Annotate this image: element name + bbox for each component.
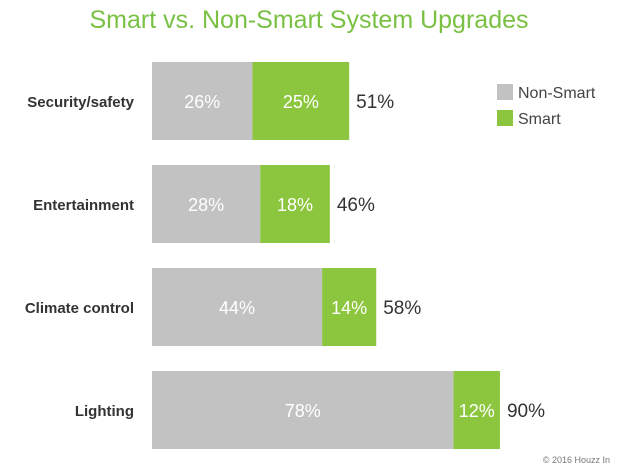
legend-label: Non-Smart — [518, 85, 596, 102]
data-label: 14% — [331, 298, 367, 318]
bar-non-smart — [152, 371, 454, 449]
data-label: 25% — [283, 92, 319, 112]
bar-non-smart — [152, 165, 261, 243]
total-label: 46% — [337, 195, 375, 216]
data-label: 12% — [459, 401, 495, 421]
bar-smart — [252, 62, 350, 140]
chart-title: Smart vs. Non-Smart System Upgrades — [89, 6, 529, 34]
total-label: 51% — [356, 92, 394, 113]
data-label: 26% — [184, 92, 220, 112]
bar-non-smart — [152, 62, 253, 140]
category-label: Entertainment — [33, 197, 134, 214]
data-label: 28% — [188, 195, 224, 215]
bar-smart — [322, 268, 377, 346]
bar-smart — [453, 371, 500, 449]
data-label: 44% — [219, 298, 255, 318]
data-label: 18% — [277, 195, 313, 215]
bar-smart — [260, 165, 330, 243]
category-label: Security/safety — [27, 94, 134, 111]
total-label: 90% — [507, 401, 545, 422]
data-label: 78% — [285, 401, 321, 421]
category-label: Climate control — [25, 300, 134, 317]
copyright-credit: © 2016 Houzz In — [542, 455, 610, 465]
legend-swatch-non-smart — [497, 84, 513, 100]
category-label: Lighting — [75, 403, 134, 420]
legend-swatch-smart — [497, 110, 513, 126]
total-label: 58% — [383, 298, 421, 319]
legend-label: Smart — [518, 111, 561, 128]
bar-non-smart — [152, 268, 323, 346]
